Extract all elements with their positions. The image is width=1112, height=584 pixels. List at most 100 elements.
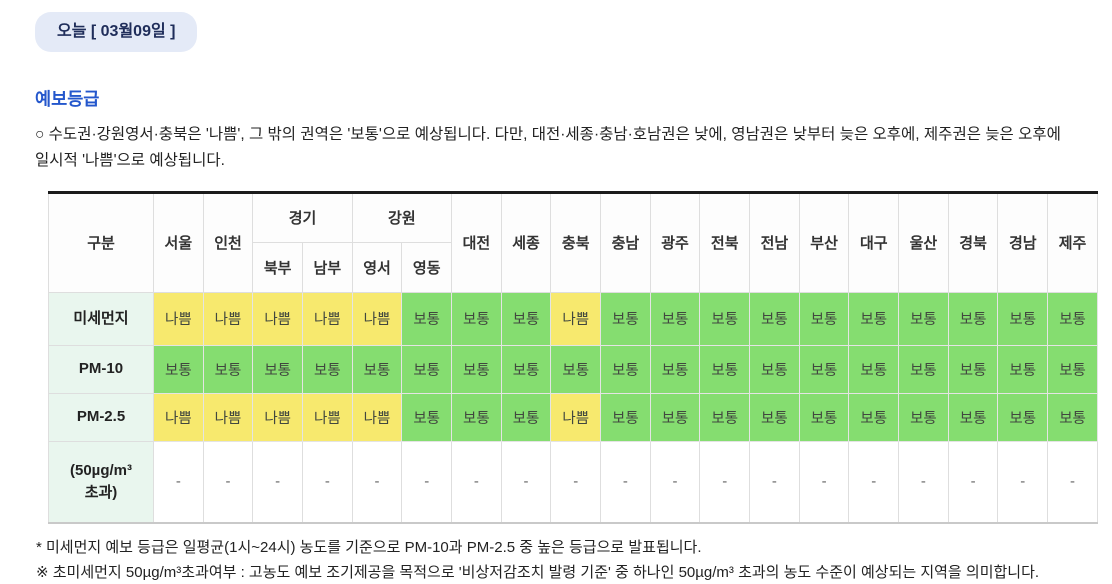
empty-cell: - [848,440,900,524]
status-cell: 보통 [798,392,850,442]
empty-cell: - [798,440,850,524]
status-cell: 보통 [848,392,900,442]
column-header: 대구 [848,191,900,293]
column-header: 충남 [600,191,651,293]
status-cell: 보통 [1047,392,1098,442]
empty-cell: - [451,440,502,524]
empty-cell: - [153,440,204,524]
row-header: PM-2.5 [48,392,154,442]
empty-cell: - [749,440,800,524]
column-header: 서울 [153,191,204,293]
status-cell: 보통 [451,344,502,394]
forecast-summary: ○ 수도권·강원영서·충북은 '나쁨', 그 밖의 권역은 '보통'으로 예상됩… [35,126,1061,170]
status-cell: 보통 [550,344,602,394]
column-header: 인천 [202,191,254,293]
column-header: 경남 [997,191,1049,293]
status-cell: 보통 [947,392,999,442]
status-cell: 보통 [302,344,353,394]
column-header: 세종 [500,191,552,293]
status-cell: 보통 [947,344,999,394]
empty-cell: - [997,440,1049,524]
table-row: 미세먼지 나쁨 나쁨 나쁨 나쁨 나쁨 보통 보통 보통 나쁨 보통 보통 보통 보통 보통 보통 보통 보통 보통… [48,291,1098,346]
status-cell: 보통 [749,291,800,346]
footnote-2: ※ 초미세먼지 50µg/m³초과여부 : 고농도 예보 조기제공을 목적으로 … [36,564,1040,582]
status-cell: 보통 [848,344,900,394]
column-subheader: 북부 [252,241,304,293]
status-cell: 보통 [699,392,751,442]
status-cell: 나쁨 [252,392,304,442]
status-cell: 나쁨 [153,392,204,442]
status-cell: 보통 [997,344,1049,394]
status-cell: 나쁨 [550,392,602,442]
status-cell: 보통 [898,291,949,346]
empty-cell: - [947,440,999,524]
column-header: 광주 [649,191,701,293]
table-row: (50µg/m³ 초과) - - - - - - - - - - - - - - - - - - - [48,440,1098,524]
table-head: 구분 서울 인천 경기 강원 대전 세종 충북 충남 광주 전북 전남 부산 대구 울산 경북 경남 제주 북부 남부… [48,191,1098,293]
status-cell: 보통 [401,291,453,346]
status-cell: 보통 [451,291,502,346]
table-row: PM-10 보통 보통 보통 보통 보통 보통 보통 보통 보통 보통 보통 보통 보통 보통 보통 보통 보통 보… [48,344,1098,394]
table-body: 미세먼지 나쁨 나쁨 나쁨 나쁨 나쁨 보통 보통 보통 나쁨 보통 보통 보통 보통 보통 보통 보통 보통 보통… [48,291,1098,524]
status-cell: 보통 [351,344,403,394]
footnote-1: * 미세먼지 예보 등급은 일평균(1시~24시) 농도를 기준으로 PM-10… [36,539,702,557]
status-cell: 보통 [649,392,701,442]
status-cell: 보통 [699,344,751,394]
status-cell: 보통 [451,392,502,442]
status-cell: 보통 [600,344,651,394]
empty-cell: - [1047,440,1098,524]
date-tab-today[interactable]: 오늘 [ 03월09일 ] [35,12,198,52]
status-cell: 보통 [898,344,949,394]
status-cell: 보통 [153,344,204,394]
row-header: PM-10 [48,344,154,394]
column-header: 전북 [699,191,751,293]
column-header: 충북 [550,191,602,293]
status-cell: 나쁨 [153,291,204,346]
column-header: 울산 [898,191,949,293]
status-cell: 보통 [997,291,1049,346]
column-header: 대전 [451,191,502,293]
empty-cell: - [500,440,552,524]
status-cell: 보통 [798,344,850,394]
footnotes: * 미세먼지 예보 등급은 일평균(1시~24시) 농도를 기준으로 PM-10… [36,535,1087,584]
status-cell: 보통 [252,344,304,394]
table-row: PM-2.5 나쁨 나쁨 나쁨 나쁨 나쁨 보통 보통 보통 나쁨 보통 보통 보통 보통 보통 보통 보통 보통… [48,392,1098,442]
empty-cell: - [252,440,304,524]
status-cell: 보통 [749,344,800,394]
status-cell: 나쁨 [302,291,353,346]
column-header: 강원 [351,191,453,243]
column-subheader: 영서 [351,241,403,293]
status-cell: 보통 [1047,344,1098,394]
empty-cell: - [202,440,254,524]
status-cell: 보통 [848,291,900,346]
status-cell: 보통 [500,392,552,442]
status-cell: 보통 [500,291,552,346]
status-cell: 보통 [500,344,552,394]
status-cell: 보통 [997,392,1049,442]
status-cell: 나쁨 [202,291,254,346]
status-cell: 보통 [649,344,701,394]
column-header: 경기 [252,191,353,243]
forecast-table: 구분 서울 인천 경기 강원 대전 세종 충북 충남 광주 전북 전남 부산 대구 울산 경북 경남 제주 북부 남부… [48,190,1098,525]
column-header: 구분 [48,191,154,293]
column-header: 제주 [1047,191,1098,293]
status-cell: 보통 [898,392,949,442]
column-header: 전남 [749,191,800,293]
status-cell: 보통 [600,392,651,442]
status-cell: 나쁨 [351,291,403,346]
row-header: (50µg/m³ 초과) [48,440,154,524]
empty-cell: - [699,440,751,524]
status-cell: 보통 [749,392,800,442]
column-subheader: 영동 [401,241,453,293]
empty-cell: - [302,440,353,524]
status-cell: 보통 [401,392,453,442]
status-cell: 보통 [699,291,751,346]
row-header: 미세먼지 [48,291,154,346]
empty-cell: - [401,440,453,524]
empty-cell: - [898,440,949,524]
empty-cell: - [649,440,701,524]
column-header: 경북 [947,191,999,293]
empty-cell: - [600,440,651,524]
status-cell: 보통 [1047,291,1098,346]
